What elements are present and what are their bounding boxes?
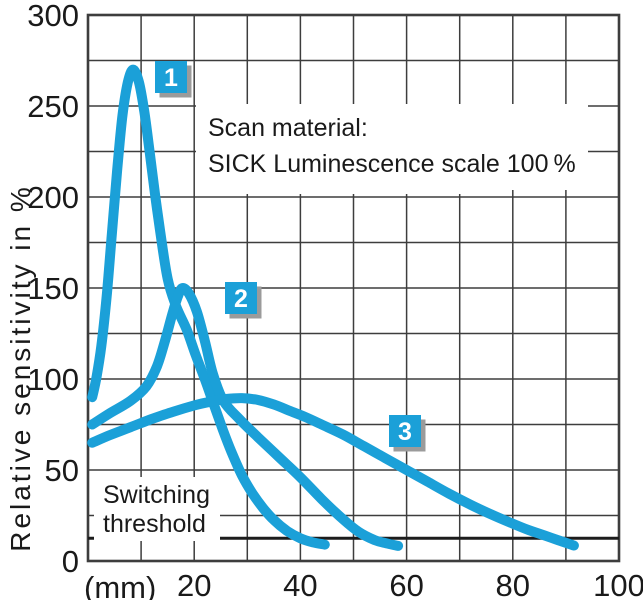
- switching-threshold-line2: threshold: [103, 510, 206, 538]
- curve-2: [87, 282, 404, 551]
- y-tick-label: 300: [27, 0, 79, 33]
- x-axis-unit-label: (mm): [84, 570, 157, 600]
- y-tick-label: 200: [27, 180, 79, 215]
- y-axis-title: Relative sensitivity in %: [5, 184, 36, 552]
- x-tick-label: 60: [389, 568, 423, 600]
- x-tick-label: 20: [177, 568, 211, 600]
- curve-1: [87, 64, 330, 550]
- y-tick-label: 250: [27, 89, 79, 124]
- scan-material-note: Scan material: SICK Luminescence scale 1…: [196, 104, 588, 190]
- y-tick-label: 0: [62, 544, 79, 579]
- curve-label-box: [225, 282, 257, 314]
- x-tick-label: 80: [496, 568, 530, 600]
- curve-3: [87, 393, 579, 551]
- x-tick-label: 100: [593, 568, 643, 600]
- curve-label-text: 2: [234, 285, 248, 313]
- y-tick-label: 150: [27, 271, 79, 306]
- curve-label-text: 1: [164, 64, 178, 92]
- curve-label-box: [155, 61, 187, 93]
- switching-threshold-label: Switching threshold: [94, 477, 220, 541]
- plot-border: [86, 13, 621, 563]
- curve-label-text: 3: [398, 418, 412, 446]
- y-tick-label: 100: [27, 362, 79, 397]
- curve-label-box: [389, 415, 421, 447]
- y-tick-label: 50: [45, 453, 79, 488]
- scan-material-line2: SICK Luminescence scale 100 %: [208, 150, 576, 178]
- x-tick-label: 40: [283, 568, 317, 600]
- switching-threshold-line1: Switching: [103, 481, 210, 509]
- scan-material-line1: Scan material:: [208, 114, 368, 142]
